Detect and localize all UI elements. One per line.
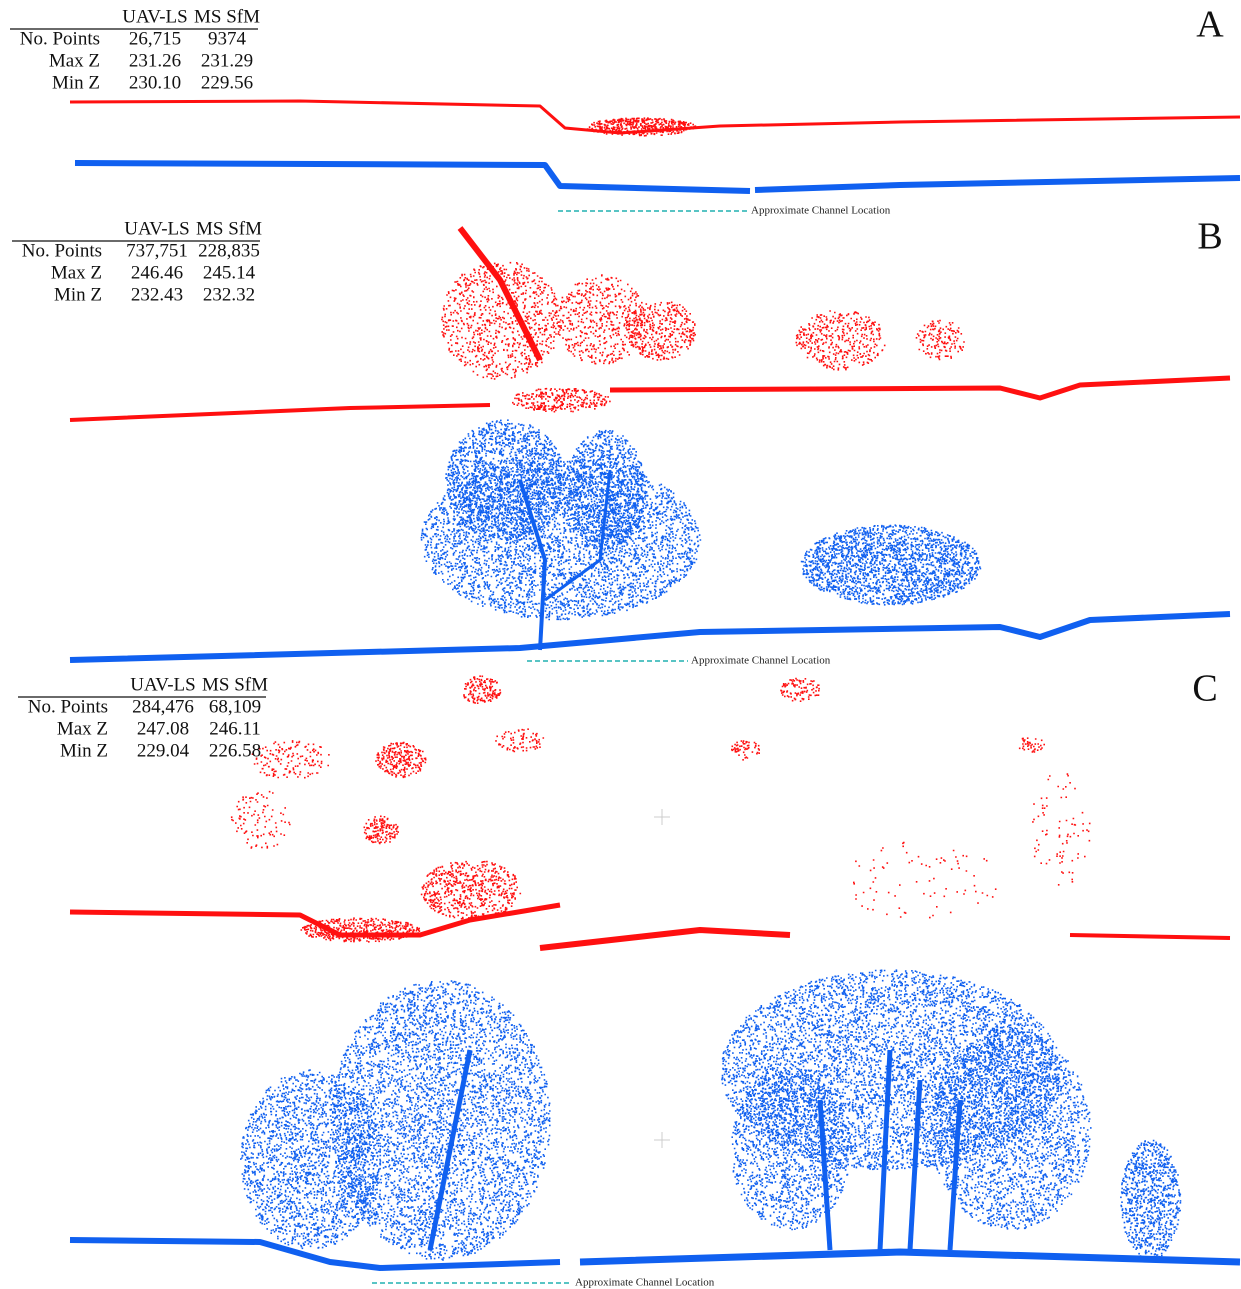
- point-cloud: [331, 981, 551, 1260]
- cell: 231.26: [129, 50, 181, 71]
- crosshair: [654, 809, 670, 825]
- point-cloud: [463, 676, 501, 703]
- cell: 246.11: [209, 718, 261, 739]
- ground-profile: [460, 228, 540, 360]
- cell: 246.46: [131, 262, 183, 283]
- panel-label: B: [1197, 216, 1222, 258]
- point-cloud: [1120, 1141, 1181, 1260]
- row-label: No. Points: [20, 28, 100, 49]
- point-cloud: [421, 862, 521, 920]
- point-cloud: [252, 741, 330, 778]
- cell: 231.29: [201, 50, 253, 71]
- column-header: UAV-LS: [124, 218, 189, 239]
- point-cloud: [796, 311, 886, 370]
- point-cloud: [556, 275, 646, 364]
- cell: 228,835: [198, 240, 260, 261]
- row-label: Max Z: [57, 718, 108, 739]
- ground-profile: [75, 163, 750, 191]
- ground-profile: [540, 930, 790, 948]
- crosshair: [654, 1132, 670, 1148]
- cell: 247.08: [137, 718, 189, 739]
- point-cloud: [240, 1070, 381, 1248]
- point-cloud: [1019, 738, 1045, 752]
- panel-label: A: [1196, 4, 1224, 46]
- column-header: MS SfM: [202, 674, 268, 695]
- ground-profile: [1070, 935, 1230, 938]
- cell: 245.14: [203, 262, 256, 283]
- column-header: UAV-LS: [130, 674, 195, 695]
- row-label: Max Z: [51, 262, 102, 283]
- ground-profile: [70, 614, 1230, 660]
- row-label: Min Z: [52, 72, 100, 93]
- point-cloud: [780, 679, 820, 702]
- point-cloud: [916, 321, 965, 360]
- annotation: Approximate Channel Location: [751, 205, 891, 217]
- cell: 26,715: [129, 28, 181, 49]
- cell: 230.10: [129, 72, 181, 93]
- point-cloud: [364, 816, 400, 843]
- point-cloud: [375, 743, 426, 778]
- cell: 226.58: [209, 740, 261, 761]
- row-label: Min Z: [60, 740, 108, 761]
- row-label: No. Points: [28, 696, 108, 717]
- point-cloud: [801, 525, 981, 605]
- cell: 229.56: [201, 72, 253, 93]
- column-header: UAV-LS: [122, 6, 187, 27]
- row-label: No. Points: [22, 240, 102, 261]
- cell: 9374: [208, 28, 247, 49]
- figure: UAV-LS MS SfM No. Points 26,715 9374 Max Z 231…: [0, 0, 1241, 1289]
- column-header: MS SfM: [196, 218, 262, 239]
- point-cloud: [731, 741, 760, 760]
- annotation: Approximate Channel Location: [691, 655, 831, 667]
- cell: 232.32: [203, 284, 255, 305]
- annotation: Approximate Channel Location: [575, 1277, 715, 1289]
- point-cloud: [512, 389, 611, 412]
- trunk: [950, 1100, 960, 1250]
- row-label: Min Z: [54, 284, 102, 305]
- row-label: Max Z: [49, 50, 100, 71]
- point-cloud: [231, 792, 291, 848]
- cell: 284,476: [132, 696, 194, 717]
- point-cloud: [587, 118, 696, 136]
- panel-label: C: [1192, 668, 1217, 710]
- column-header: MS SfM: [194, 6, 260, 27]
- point-cloud: [1032, 774, 1090, 885]
- ground-profile: [755, 178, 1240, 190]
- point-cloud: [495, 729, 544, 751]
- cell: 232.43: [131, 284, 183, 305]
- point-cloud: [853, 843, 997, 918]
- cell: 68,109: [209, 696, 261, 717]
- ground-profile: [70, 405, 490, 420]
- cell: 737,751: [126, 240, 188, 261]
- ground-profile: [610, 378, 1230, 398]
- cell: 229.04: [137, 740, 190, 761]
- ground-profile: [580, 1252, 1240, 1262]
